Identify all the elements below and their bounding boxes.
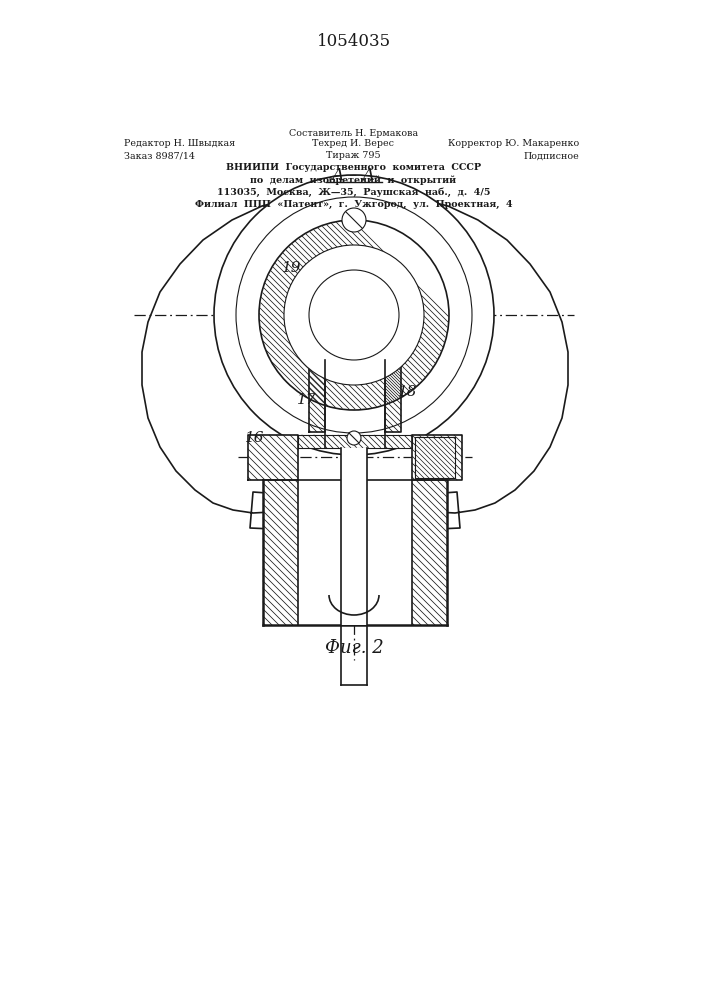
Bar — [263, 480, 298, 625]
Text: А – А: А – А — [332, 167, 376, 184]
Circle shape — [342, 208, 366, 232]
Bar — [309, 360, 325, 432]
Text: 17: 17 — [297, 393, 317, 407]
Text: Корректор Ю. Макаренко: Корректор Ю. Макаренко — [448, 139, 580, 148]
Bar — [415, 437, 455, 478]
Bar — [298, 480, 412, 625]
Circle shape — [284, 245, 424, 385]
Bar — [341, 448, 367, 625]
Bar — [412, 435, 462, 480]
Bar — [298, 435, 412, 448]
Polygon shape — [142, 196, 568, 576]
Text: Филиал  ППП  «Патент»,  г.  Ужгород,  ул.  Проектная,  4: Филиал ППП «Патент», г. Ужгород, ул. Про… — [194, 199, 513, 209]
Circle shape — [236, 197, 472, 433]
Text: 1054035: 1054035 — [317, 33, 391, 50]
Text: Редактор Н. Швыдкая: Редактор Н. Швыдкая — [124, 139, 235, 148]
Text: по  делам  изобретений  и  открытий: по делам изобретений и открытий — [250, 175, 457, 185]
Text: Подписное: Подписное — [524, 151, 580, 160]
Bar — [248, 435, 298, 480]
Text: 18: 18 — [398, 385, 418, 399]
Circle shape — [214, 175, 494, 455]
Text: Тираж 795: Тираж 795 — [326, 151, 381, 160]
Circle shape — [259, 220, 449, 410]
Text: 16: 16 — [245, 431, 264, 445]
Text: Фиг. 2: Фиг. 2 — [325, 639, 383, 657]
Text: 19: 19 — [282, 261, 302, 275]
Circle shape — [347, 431, 361, 445]
Text: 113035,  Москва,  Ж—35,  Раушская  наб.,  д.  4/5: 113035, Москва, Ж—35, Раушская наб., д. … — [217, 187, 490, 197]
Bar — [385, 360, 401, 432]
Text: ВНИИПИ  Государственного  комитета  СССР: ВНИИПИ Государственного комитета СССР — [226, 163, 481, 172]
Bar — [412, 480, 447, 625]
Text: Заказ 8987/14: Заказ 8987/14 — [124, 151, 194, 160]
Circle shape — [309, 270, 399, 360]
Text: Техред И. Верес: Техред И. Верес — [312, 139, 395, 148]
Text: Составитель Н. Ермакова: Составитель Н. Ермакова — [289, 129, 418, 138]
